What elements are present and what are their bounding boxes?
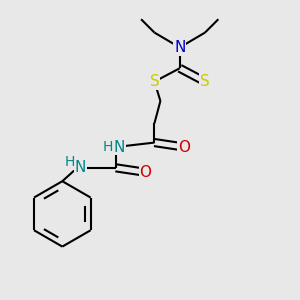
Text: N: N — [174, 40, 185, 55]
Text: H: H — [102, 140, 113, 154]
Text: S: S — [150, 74, 159, 89]
Text: N: N — [114, 140, 125, 154]
Text: N: N — [74, 160, 86, 175]
Text: O: O — [140, 165, 152, 180]
Text: O: O — [178, 140, 190, 154]
Text: H: H — [64, 155, 75, 169]
Text: S: S — [200, 74, 210, 89]
